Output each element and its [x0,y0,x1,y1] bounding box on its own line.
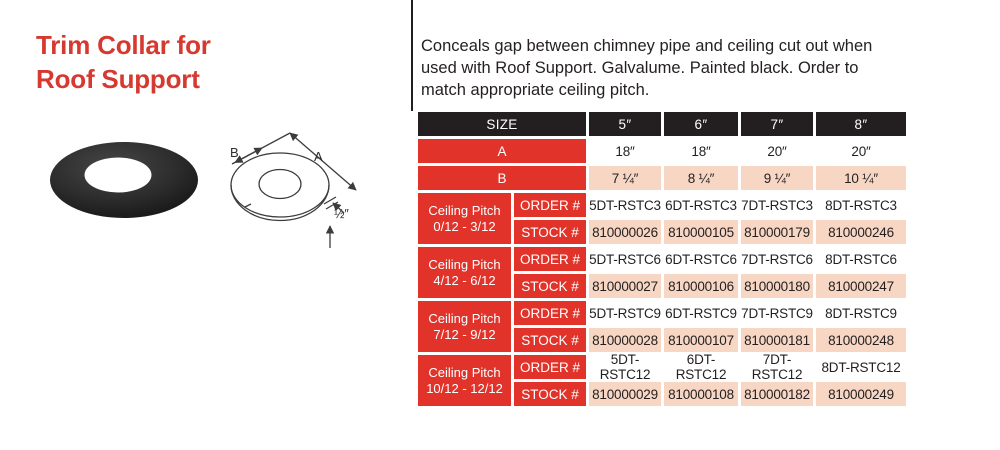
pitch-label-cell: Ceiling Pitch 7/12 - 9/12 [418,301,511,352]
stock-label-cell: STOCK # [514,328,586,352]
pitch-label-line1: Ceiling Pitch [428,256,501,272]
stock-value-cell: 810000108 [664,382,738,406]
stock-value-cell: 810000026 [589,220,661,244]
order-value-cell: 5DT-RSTC12 [589,352,661,382]
dimension-a-arrows [289,132,357,191]
column-divider [411,0,413,111]
order-label-cell: ORDER # [514,193,586,217]
stock-label-cell: STOCK # [514,220,586,244]
stock-value-cell: 810000107 [664,328,738,352]
dim-row-label-b: B [418,166,586,190]
stock-value-cell: 810000246 [816,220,906,244]
pitch-label-line1: Ceiling Pitch [428,364,501,380]
dim-a-value: 20″ [816,139,906,163]
stock-value-cell: 810000105 [664,220,738,244]
description-line: match appropriate ceiling pitch. [421,81,650,99]
order-value-cell: 6DT-RSTC12 [664,352,738,382]
stock-value-cell: 810000029 [589,382,661,406]
pitch-label-line2: 0/12 - 3/12 [433,218,496,234]
stock-label-cell: STOCK # [514,274,586,298]
order-value-cell: 7DT-RSTC3 [741,193,813,217]
order-value-cell: 6DT-RSTC3 [664,193,738,217]
dim-b-value: 10 ¼″ [816,166,906,190]
order-value-cell: 5DT-RSTC3 [589,193,661,217]
dimension-label-thickness: ½″ [334,207,349,221]
product-title-line-1: Trim Collar for [36,30,211,60]
pitch-label-line2: 10/12 - 12/12 [426,380,503,396]
size-col-header-5: 5″ [589,112,661,136]
dim-a-value: 20″ [741,139,813,163]
order-label-cell: ORDER # [514,301,586,325]
dim-b-value: 8 ¼″ [664,166,738,190]
order-value-cell: 6DT-RSTC6 [664,247,738,271]
collar-rim-edge [230,184,330,222]
size-header-cell: SIZE [418,112,586,136]
stock-label-cell: STOCK # [514,382,586,406]
description-line: Conceals gap between chimney pipe and ce… [421,37,873,55]
stock-value-cell: 810000247 [816,274,906,298]
dim-b-value: 9 ¼″ [741,166,813,190]
order-label-cell: ORDER # [514,355,586,379]
dim-b-value: 7 ¼″ [589,166,661,190]
dim-a-value: 18″ [664,139,738,163]
order-value-cell: 6DT-RSTC9 [664,301,738,325]
spec-table: SIZE 5″ 6″ 7″ 8″ A 18″ 18″ 20″ 20″ B 7 ¼… [418,112,906,406]
order-value-cell: 5DT-RSTC6 [589,247,661,271]
size-col-header-6: 6″ [664,112,738,136]
dimension-label-b: B [230,145,239,160]
order-value-cell: 7DT-RSTC12 [741,352,813,382]
size-col-header-8: 8″ [816,112,906,136]
pitch-label-cell: Ceiling Pitch 4/12 - 6/12 [418,247,511,298]
thickness-upper-arrow [332,202,345,214]
pitch-label-line2: 4/12 - 6/12 [433,272,496,288]
stock-value-cell: 810000182 [741,382,813,406]
rim-tick-line [244,203,252,208]
stock-value-cell: 810000028 [589,328,661,352]
stock-value-cell: 810000027 [589,274,661,298]
stock-value-cell: 810000179 [741,220,813,244]
stock-value-cell: 810000106 [664,274,738,298]
description-line: used with Roof Support. Galvalume. Paint… [421,59,859,77]
order-value-cell: 8DT-RSTC3 [816,193,906,217]
stock-value-cell: 810000248 [816,328,906,352]
order-value-cell: 8DT-RSTC9 [816,301,906,325]
rim-tick-line [323,196,337,205]
order-value-cell: 5DT-RSTC9 [589,301,661,325]
product-description: Conceals gap between chimney pipe and ce… [421,35,966,101]
stock-value-cell: 810000181 [741,328,813,352]
stock-value-cell: 810000249 [816,382,906,406]
product-title: Trim Collar for Roof Support [36,28,211,96]
dim-a-value: 18″ [589,139,661,163]
pitch-label-line2: 7/12 - 9/12 [433,326,496,342]
dim-row-label-a: A [418,139,586,163]
order-label-cell: ORDER # [514,247,586,271]
size-col-header-7: 7″ [741,112,813,136]
dimension-label-a: A [314,149,323,164]
stock-value-cell: 810000180 [741,274,813,298]
pitch-label-cell: Ceiling Pitch 0/12 - 3/12 [418,193,511,244]
order-value-cell: 7DT-RSTC9 [741,301,813,325]
order-value-cell: 8DT-RSTC12 [816,355,906,379]
product-photo [50,142,198,218]
product-title-line-2: Roof Support [36,64,200,94]
pitch-label-line1: Ceiling Pitch [428,202,501,218]
pitch-label-cell: Ceiling Pitch 10/12 - 12/12 [418,355,511,406]
order-value-cell: 7DT-RSTC6 [741,247,813,271]
collar-hole-outline [258,168,302,200]
order-value-cell: 8DT-RSTC6 [816,247,906,271]
dimension-b-arrows [234,147,263,164]
dimension-diagram: A B ½″ [230,132,357,248]
trim-collar-ring-shape [50,142,198,218]
pitch-label-line1: Ceiling Pitch [428,310,501,326]
